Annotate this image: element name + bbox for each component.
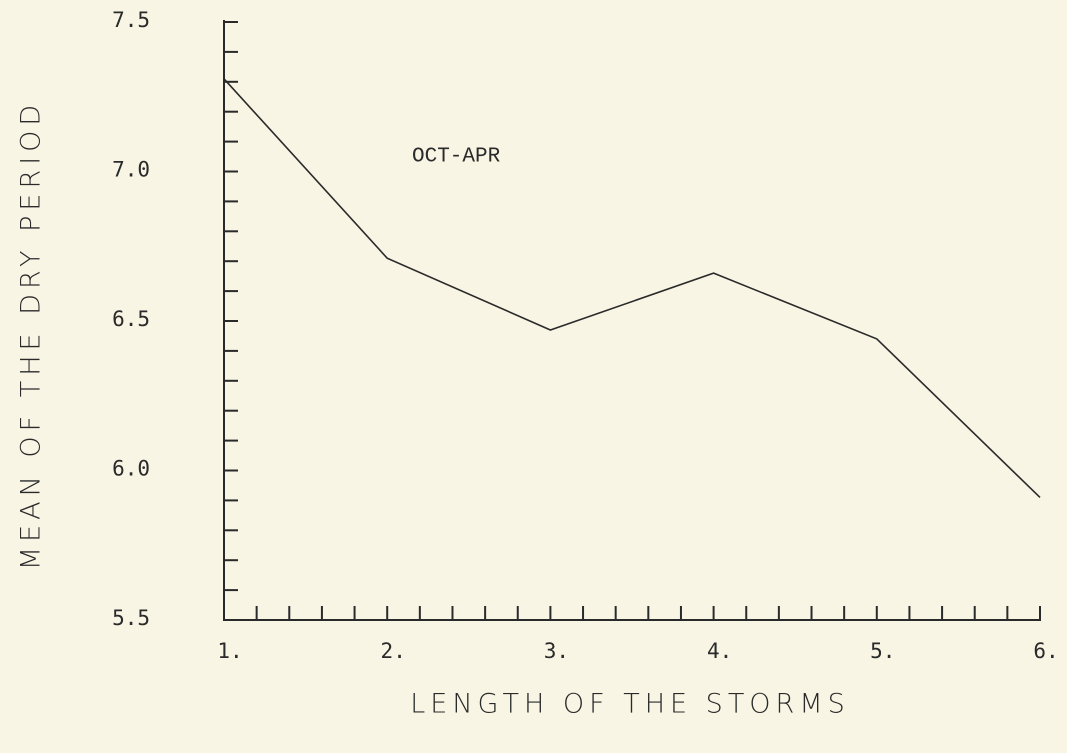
y-tick-label: 5.5 <box>112 606 150 630</box>
x-tick-label: 2. <box>381 639 406 663</box>
x-tick-label: 3. <box>544 639 569 663</box>
y-tick-label: 6.5 <box>112 307 150 331</box>
y-tick-label: 7.0 <box>112 158 150 182</box>
data-line <box>223 78 1041 498</box>
x-tick-label: 6. <box>1033 639 1058 663</box>
annotation: OCT-APR <box>412 146 501 169</box>
x-axis-label: LENGTH OF THE STORMS <box>410 689 850 720</box>
x-tick-label: 4. <box>707 639 732 663</box>
x-tick-label: 5. <box>870 639 895 663</box>
y-axis-label: MEAN OF THE DRY PERIOD <box>16 100 47 570</box>
y-tick-label: 7.5 <box>112 8 150 32</box>
x-tick-label: 1. <box>217 639 242 663</box>
y-tick-label: 6.0 <box>112 457 150 481</box>
